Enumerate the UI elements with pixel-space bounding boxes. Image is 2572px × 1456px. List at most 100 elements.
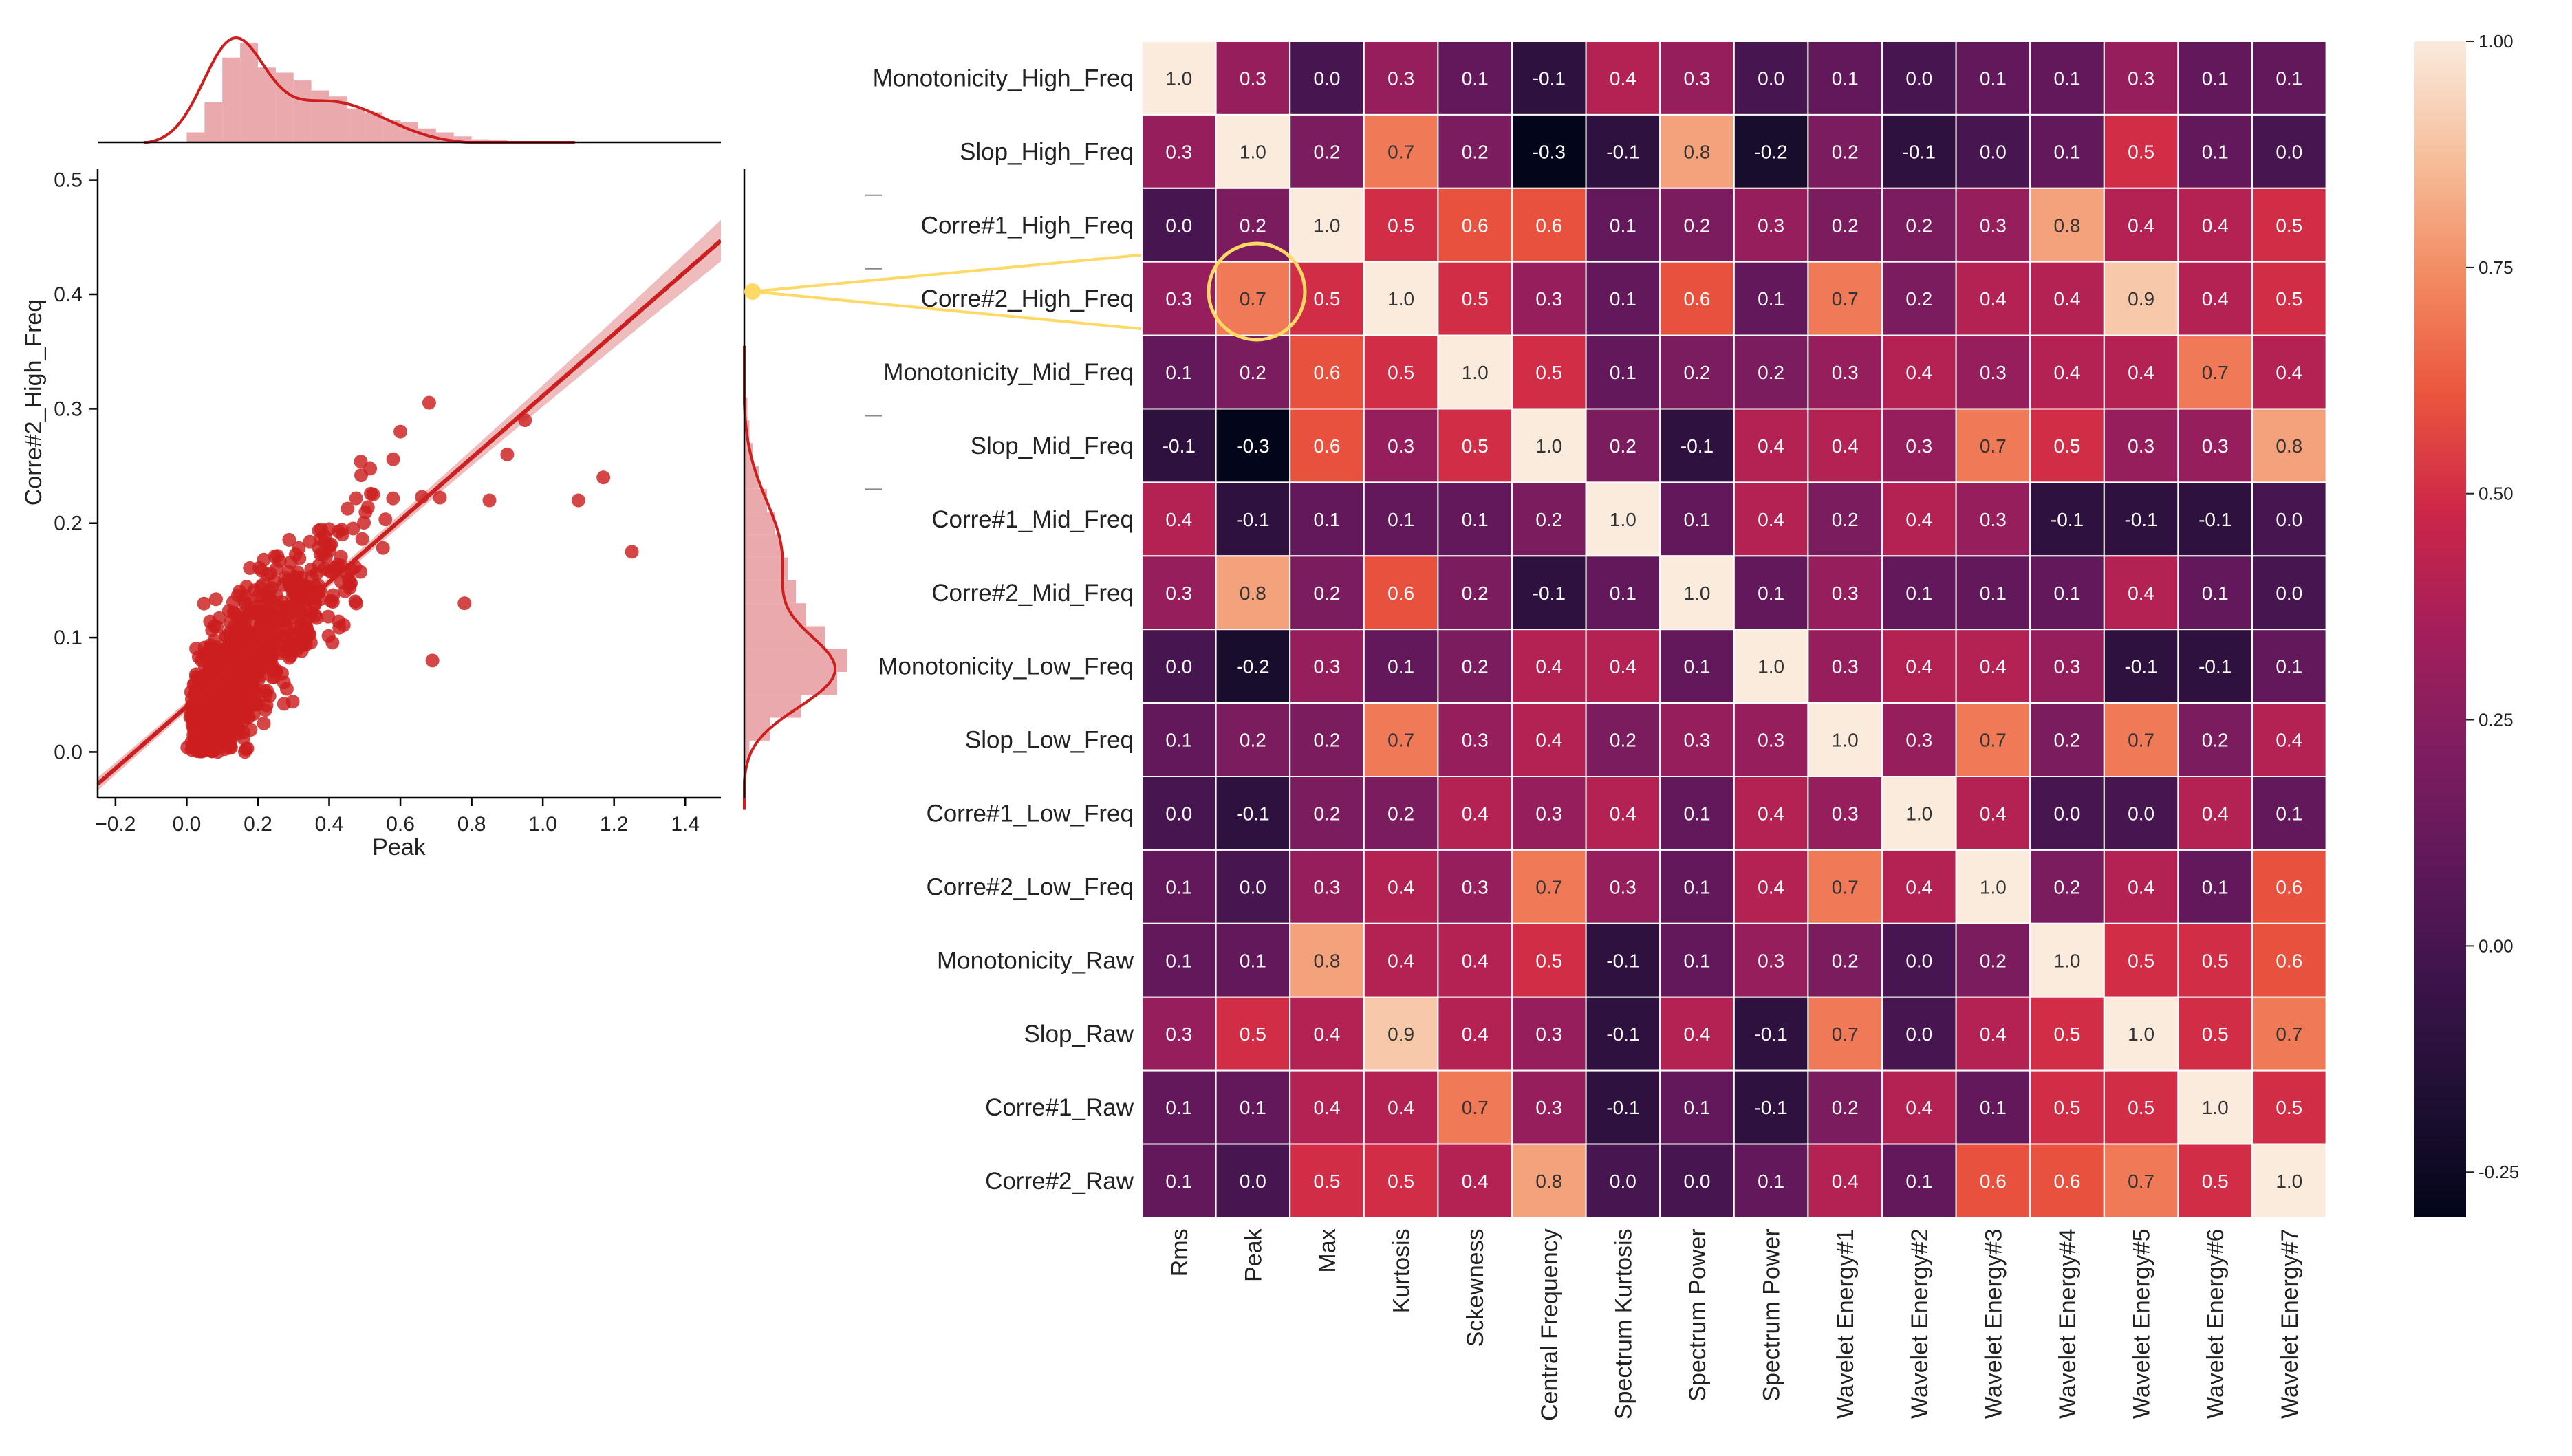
heatmap-cell-value: 0.5 (2128, 950, 2154, 971)
heatmap-cell-value: 0.4 (2128, 215, 2154, 236)
heatmap-cell-value: 0.4 (2202, 803, 2229, 824)
regression-line (98, 239, 721, 786)
heatmap-cell-value: 1.0 (1832, 730, 1859, 751)
right-marginal-bar (744, 649, 847, 672)
heatmap-cell-value: 0.4 (1314, 1097, 1341, 1118)
heatmap-cell (1881, 334, 1957, 410)
scatter-point (318, 535, 332, 550)
heatmap-cell-value: -0.1 (1533, 583, 1566, 604)
heatmap-cell (1215, 334, 1291, 410)
heatmap-cell-value: -0.1 (2051, 509, 2084, 530)
heatmap-cell-value: 0.3 (1832, 583, 1859, 604)
heatmap-cell (1215, 1143, 1291, 1219)
scatter-point (303, 627, 317, 642)
scatter-point (342, 572, 356, 587)
heatmap-cell (1141, 1143, 1217, 1219)
heatmap-cell-value: 0.2 (1832, 950, 1859, 971)
heatmap-cell-value: 0.4 (1165, 509, 1192, 530)
heatmap-cell (2029, 408, 2105, 483)
heatmap-cell-value: 0.1 (1684, 656, 1711, 677)
scatter-point (204, 724, 219, 738)
heatmap-cell (1437, 187, 1513, 263)
heatmap-cell-value: 0.1 (2276, 67, 2302, 89)
heatmap-cell (1289, 334, 1365, 410)
top-marginal-bar (347, 108, 365, 142)
heatmap-cell-value: 0.2 (1240, 215, 1266, 236)
right-marginal-y-distribution (743, 169, 847, 810)
heatmap-cell (2177, 1069, 2253, 1145)
heatmap-cell-value: 0.2 (2054, 730, 2081, 751)
scatter-point (240, 710, 255, 724)
heatmap-cell (1215, 555, 1291, 631)
heatmap-cell-value: 0.5 (2276, 288, 2302, 309)
heatmap-cell (2177, 187, 2253, 263)
heatmap-cell-value: 0.4 (2276, 362, 2302, 383)
heatmap-cell (1881, 776, 1957, 851)
heatmap-cell-value: -0.1 (1903, 141, 1936, 162)
scatter-x-tick-label: −0.2 (95, 813, 136, 836)
scatter-point (386, 491, 400, 506)
heatmap-cell-value: 0.8 (1684, 141, 1711, 162)
heatmap-cell-value: 0.4 (1758, 509, 1784, 530)
heatmap-row-label: Corre#1_Raw (985, 1094, 1134, 1121)
scatter-y-ticks: 0.0 0.1 0.2 0.3 0.4 0.5 (54, 169, 98, 763)
scatter-point (190, 744, 204, 759)
heatmap-cell-value: 0.3 (1165, 583, 1192, 604)
heatmap-cell-value: 0.2 (1905, 215, 1932, 236)
heatmap-cell (1659, 776, 1735, 851)
heatmap-cell-value: 0.7 (1832, 876, 1859, 898)
right-marginal-bar (744, 534, 781, 558)
heatmap-cell-value: 0.1 (1684, 950, 1711, 971)
heatmap-cell (1807, 261, 1883, 336)
scatter-point (334, 550, 348, 564)
heatmap-cell (1511, 1143, 1587, 1219)
heatmap-cell-value: 1.0 (1610, 509, 1636, 530)
right-marginal-kde (743, 345, 836, 810)
heatmap-cell (1437, 996, 1513, 1072)
heatmap-cell (1585, 849, 1661, 924)
heatmap-cell-value: 0.4 (1980, 656, 2007, 677)
scatter-point (482, 493, 497, 508)
heatmap-cell (2103, 41, 2179, 116)
heatmap-cell-value: 0.4 (1314, 1023, 1341, 1045)
heatmap-cell-value: 0.7 (2202, 362, 2229, 383)
heatmap-cell-value: -0.1 (1236, 803, 1269, 824)
scatter-point (312, 523, 326, 538)
scatter-point (197, 596, 211, 611)
heatmap-cell (2177, 1143, 2253, 1219)
right-marginal-bar (744, 512, 775, 535)
heatmap-cell-value: 1.0 (2054, 950, 2081, 971)
heatmap-cell-value: 0.5 (1535, 362, 1562, 383)
heatmap-cell-value: 0.7 (2276, 1023, 2302, 1045)
correlation-heatmap: 1.0 0.3 0.0 0.3 0.1 -0.1 0.4 0.3 0.0 0.1 0.0 0.1 0.1… (865, 41, 2327, 1421)
scatter-point (322, 564, 336, 578)
heatmap-cell (1363, 629, 1439, 704)
heatmap-cell-value: 0.5 (1387, 215, 1414, 236)
heatmap-cell-value: 0.4 (1387, 876, 1414, 898)
heatmap-column-label: Wavelet Energy#7 (2277, 1228, 2303, 1419)
heatmap-cell-value: 1.0 (1240, 141, 1266, 162)
heatmap-cell (2103, 849, 2179, 924)
heatmap-cell-value: 0.3 (1535, 803, 1562, 824)
heatmap-cell (1511, 261, 1587, 336)
scatter-point (254, 660, 268, 674)
scatter-x-tick-label: 0.2 (244, 813, 272, 836)
heatmap-column-label: Sckewness (1462, 1228, 1489, 1347)
top-marginal-bar (222, 57, 241, 142)
heatmap-cell-value: 0.1 (1684, 803, 1711, 824)
heatmap-cell (2251, 702, 2327, 777)
top-marginal-bar (186, 132, 205, 142)
heatmap-cell-labels: 1.0 0.3 0.0 0.3 0.1 -0.1 0.4 0.3 0.0 0.1 0.0 0.1 0.1… (1163, 67, 2303, 1192)
heatmap-cell-value: 0.0 (2276, 509, 2302, 530)
heatmap-cell (2177, 41, 2253, 116)
heatmap-cell-value: 0.0 (1980, 141, 2007, 162)
heatmap-cell (1141, 702, 1217, 777)
heatmap-cell (1733, 702, 1809, 777)
scatter-point (279, 682, 294, 696)
scatter-y-tick-label: 0.1 (54, 627, 83, 649)
scatter-point (376, 541, 390, 555)
heatmap-cell-value: 0.4 (1905, 656, 1932, 677)
heatmap-cell (2251, 629, 2327, 704)
heatmap-cell-value: 0.5 (2202, 1171, 2229, 1192)
